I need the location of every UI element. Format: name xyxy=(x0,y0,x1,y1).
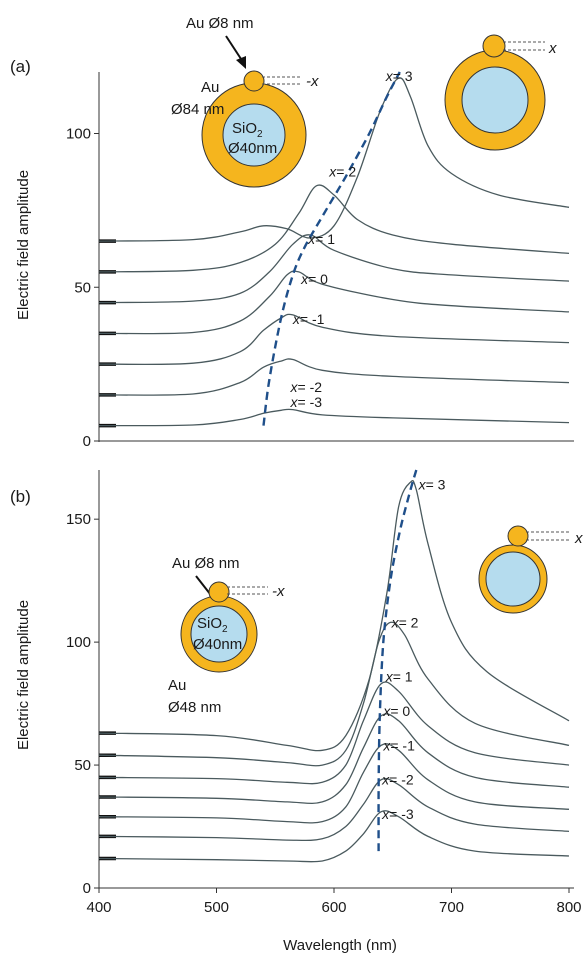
curve-label: x= 2 xyxy=(328,164,356,180)
panel-b: (b) Electric field amplitude Wavelength … xyxy=(10,469,583,954)
inset-a-core-label: SiO2 xyxy=(232,120,263,140)
y-tick-label: 50 xyxy=(74,279,91,296)
panel-a-peak-trend-line xyxy=(262,71,401,426)
inset-a-shell-label: Au xyxy=(201,79,219,96)
panel-b-label: (b) xyxy=(10,487,31,506)
inset-b-np-label: Au Ø8 nm xyxy=(172,555,240,572)
panel-b-inset-right: x xyxy=(478,525,583,614)
curve-label: x= 1 xyxy=(385,668,413,684)
inset-b2-silica-core xyxy=(485,551,541,607)
spectrum-curve xyxy=(98,777,570,842)
panel-a-inset-left: Au Ø8 nm -x Au Ø84 nm SiO2 Ø40nm xyxy=(171,15,319,188)
panel-b-offset-markers xyxy=(99,731,116,861)
inset-a-core-diameter: Ø40nm xyxy=(228,140,277,157)
panel-b-peak-trend-line xyxy=(377,469,418,852)
curve-label: x= 0 xyxy=(300,271,328,287)
curve-label: x= -2 xyxy=(381,772,414,788)
panel-b-inset-left: Au Ø8 nm -x SiO2 Ø40nm Au Ø48 nm xyxy=(168,555,285,716)
inset-a2-gold-nanoparticle xyxy=(482,34,506,58)
inset-b-silica-core xyxy=(190,605,248,663)
spectrum-curve xyxy=(98,234,570,304)
spectrum-curve xyxy=(98,681,570,785)
y-tick-label: 0 xyxy=(83,880,91,897)
spectrum-curve xyxy=(98,621,570,767)
y-tick-label: 150 xyxy=(66,511,91,528)
spectrum-curve xyxy=(98,743,570,824)
panel-b-x-ticks: 400 500 600 700 800 xyxy=(86,888,582,916)
inset-b2-gold-nanoparticle xyxy=(507,525,529,547)
panel-b-curve-labels: x= 3 x= 2 x= 1 x= 0 x= -1 x= -2 x= -3 xyxy=(381,477,445,822)
panel-b-x-axis-title: Wavelength (nm) xyxy=(283,937,397,954)
panel-b-curves xyxy=(98,480,570,863)
inset-a-np-label: Au Ø8 nm xyxy=(186,15,254,32)
x-tick-label: 600 xyxy=(321,899,346,916)
y-tick-label: 100 xyxy=(66,634,91,651)
panel-b-y-axis-title: Electric field amplitude xyxy=(15,600,32,750)
inset-b-axis-label: -x xyxy=(272,583,285,600)
inset-b-core-diameter: Ø40nm xyxy=(193,636,242,653)
inset-a-silica-core xyxy=(222,103,286,167)
panel-a-curves xyxy=(98,77,570,427)
spectrum-curve xyxy=(98,713,570,805)
curve-label: x= -1 xyxy=(382,737,415,753)
curve-label: x= -2 xyxy=(290,379,323,395)
x-tick-label: 500 xyxy=(204,899,229,916)
inset-b2-axis-label: x xyxy=(574,530,583,547)
x-tick-label: 800 xyxy=(556,899,581,916)
inset-a-arrow xyxy=(225,35,244,63)
inset-a-shell-diameter: Ø84 nm xyxy=(171,101,224,118)
inset-b-core-label: SiO2 xyxy=(197,615,228,635)
panel-a: (a) Electric field amplitude 0 50 100 x= 3… xyxy=(10,15,574,450)
inset-a2-silica-core xyxy=(461,66,529,134)
inset-a-axis-label: -x xyxy=(306,73,319,90)
spectrum-curve xyxy=(98,358,570,396)
inset-a-gold-nanoparticle xyxy=(243,70,265,92)
inset-a-arrow-head xyxy=(236,56,246,69)
y-tick-label: 50 xyxy=(74,757,91,774)
spectrum-curve xyxy=(98,313,570,366)
panel-a-y-ticks: 0 50 100 xyxy=(66,126,99,450)
spectrum-curve xyxy=(98,184,570,273)
inset-b-shell-diameter: Ø48 nm xyxy=(168,699,221,716)
panel-a-curve-labels: x= 3 x= 2 x= 1 x= 0 x= -1 x= -2x= -3 xyxy=(290,68,413,410)
inset-b-shell-label: Au xyxy=(168,677,186,694)
inset-b-gold-nanoparticle xyxy=(208,581,230,603)
spectrum-curve xyxy=(98,810,570,863)
curve-label: x= 2 xyxy=(391,614,419,630)
panel-a-y-axis-title: Electric field amplitude xyxy=(15,170,32,320)
inset-a2-axis-label: x xyxy=(548,40,557,57)
spectrum-curve xyxy=(98,408,570,427)
curve-label: x= 1 xyxy=(307,231,335,247)
x-tick-label: 400 xyxy=(86,899,111,916)
spectrum-curve xyxy=(98,77,570,242)
y-tick-label: 100 xyxy=(66,126,91,143)
panel-a-inset-right: x xyxy=(444,34,557,151)
panel-b-y-ticks: 0 50 100 150 xyxy=(66,511,99,897)
y-tick-label: 0 xyxy=(83,433,91,450)
curve-label: x= 0 xyxy=(382,703,410,719)
curve-label: x= -3 xyxy=(290,394,323,410)
curve-label: x= -1 xyxy=(292,311,325,327)
panel-a-label: (a) xyxy=(10,57,31,76)
curve-label: x= 3 xyxy=(385,68,413,84)
x-tick-label: 700 xyxy=(439,899,464,916)
curve-label: x= 3 xyxy=(418,477,446,493)
spectrum-curve xyxy=(98,480,570,752)
curve-label: x= -3 xyxy=(381,806,414,822)
